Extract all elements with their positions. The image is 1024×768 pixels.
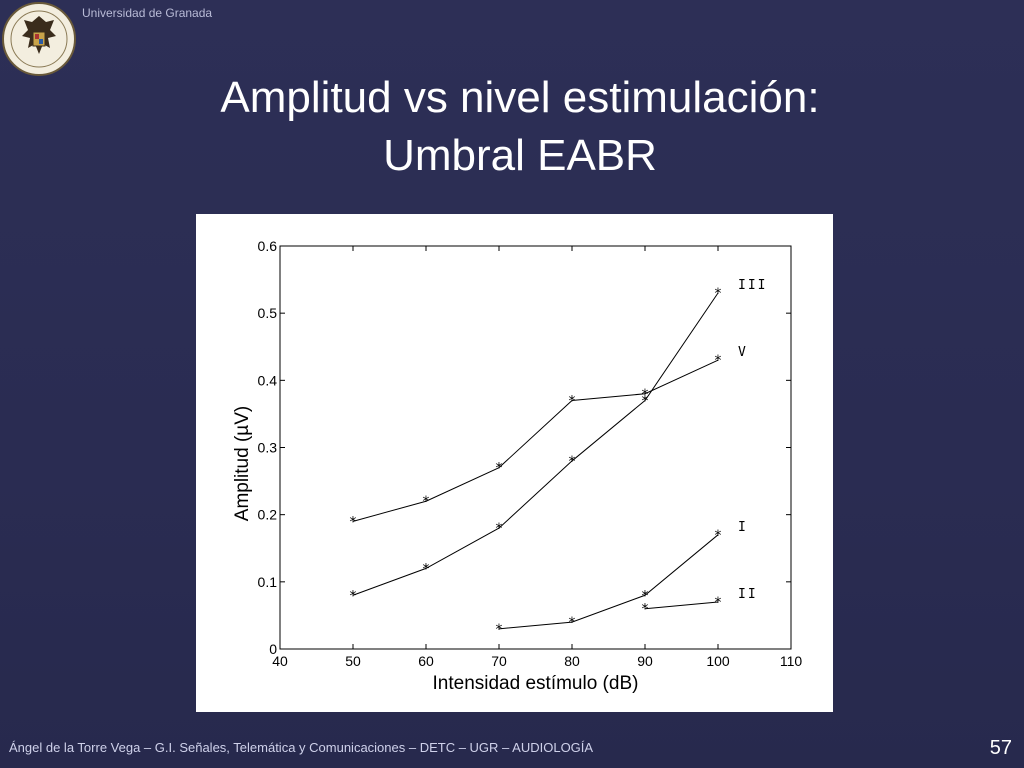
series-label: V [738, 345, 748, 360]
y-tick-label: 0.1 [258, 574, 278, 590]
data-point: * [714, 286, 722, 302]
series-line-ii [644, 601, 719, 610]
data-point: * [495, 461, 503, 477]
data-point: * [714, 595, 722, 611]
data-point: * [641, 602, 649, 618]
data-point: * [495, 622, 503, 638]
x-tick-label: 90 [637, 653, 653, 669]
series-line-v [352, 359, 719, 522]
data-point: * [714, 353, 722, 369]
university-seal-icon [2, 2, 76, 76]
x-tick-label: 50 [345, 653, 361, 669]
series-line-i [498, 534, 719, 630]
data-point: * [422, 494, 430, 510]
x-tick-label: 40 [272, 653, 288, 669]
data-point: * [568, 454, 576, 470]
data-point: * [641, 393, 649, 409]
data-point: * [641, 588, 649, 604]
slide-title-line1: Amplitud vs nivel estimulación: [220, 73, 820, 122]
series-label: III [738, 278, 767, 293]
y-tick-label: 0.3 [258, 440, 278, 456]
y-tick-label: 0.6 [258, 238, 278, 254]
data-point: * [495, 521, 503, 537]
slide-title-line2: Umbral EABR [383, 131, 657, 180]
series-line-iii [352, 292, 719, 596]
data-point: * [641, 387, 649, 403]
page-number: 57 [989, 737, 1012, 759]
data-point: * [349, 514, 357, 530]
series-label: I [738, 520, 748, 535]
footer-credits: Ángel de la Torre Vega – G.I. Señales, T… [9, 740, 594, 755]
y-tick-label: 0.4 [258, 372, 278, 388]
series-label: II [738, 587, 758, 602]
y-tick-label: 0 [269, 641, 277, 657]
x-tick-label: 70 [491, 653, 507, 669]
x-tick-label: 80 [564, 653, 580, 669]
data-point: * [568, 393, 576, 409]
y-tick-label: 0.5 [258, 305, 278, 321]
x-tick-label: 110 [780, 653, 803, 669]
chart-figure: 40 50 60 70 80 90 100 110 0 0.1 0.2 0.3 0.4 0.5 0.6 * *… [196, 214, 833, 712]
data-point: * [568, 615, 576, 631]
data-point: * [422, 561, 430, 577]
y-tick-label: 0.2 [258, 507, 278, 523]
y-axis-label: Amplitud (µV) [232, 406, 253, 521]
data-point: * [714, 528, 722, 544]
university-name: Universidad de Granada [82, 6, 213, 20]
x-axis-label: Intensidad estímulo (dB) [433, 673, 639, 694]
x-tick-label: 100 [706, 653, 730, 669]
data-point: * [349, 588, 357, 604]
x-tick-label: 60 [418, 653, 434, 669]
